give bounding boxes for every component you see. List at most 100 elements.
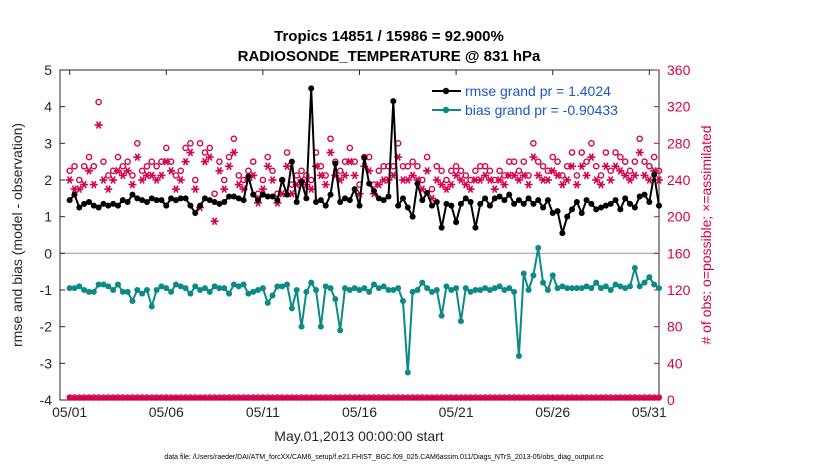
bias-point (467, 288, 474, 295)
y-right-tick-label: 120 (667, 282, 691, 298)
rmse-point (85, 199, 92, 205)
rmse-point (327, 191, 334, 198)
bottom-assimilated-point (405, 395, 411, 401)
assimilated-star-stroke (419, 185, 425, 194)
y-right-tick-label: 80 (667, 319, 683, 335)
rmse-point (201, 195, 208, 202)
bias-point (573, 285, 580, 292)
bottom-assimilated-point (448, 395, 454, 401)
assimilated-star-stroke (81, 180, 87, 189)
rmse-point (467, 199, 474, 205)
assimilated-star-stroke (511, 171, 517, 180)
rmse-point (274, 197, 281, 204)
possible-obs-point (80, 162, 88, 170)
possible-obs-point (211, 190, 218, 198)
possible-obs-point (148, 158, 156, 165)
rmse-point (293, 199, 300, 205)
y-tick-label: -2 (40, 319, 53, 335)
rmse-point (462, 195, 469, 202)
rmse-point (627, 200, 634, 207)
rmse-point (593, 206, 600, 213)
assimilated-star-stroke (525, 180, 532, 189)
assimilated-obs-point (109, 176, 118, 184)
bottom-assimilated-point (158, 395, 165, 401)
assimilated-star-stroke (472, 176, 479, 184)
rmse-point (245, 173, 252, 180)
assimilated-obs-point (225, 162, 234, 171)
chart-title-line1: Tropics 14851 / 15986 = 92.900% (274, 28, 504, 45)
possible-obs-point (346, 144, 354, 152)
bias-point (627, 283, 634, 290)
assimilated-star-stroke (66, 176, 73, 184)
bias-point (646, 274, 653, 281)
possible-obs-point (457, 167, 465, 175)
rmse-point (269, 193, 276, 200)
bias-point (530, 272, 537, 279)
assimilated-star-stroke (632, 171, 638, 180)
rmse-point (370, 188, 377, 194)
rmse-point (76, 204, 83, 211)
bias-point (622, 285, 629, 292)
rmse-point (569, 206, 576, 213)
y-right-tick-label: 280 (667, 135, 691, 151)
possible-obs-point (496, 167, 503, 175)
rmse-point (448, 202, 455, 209)
bottom-assimilated-point (564, 395, 570, 401)
possible-obs-point (196, 140, 204, 147)
assimilated-obs-point (234, 180, 243, 189)
bias-point (255, 287, 262, 293)
assimilated-obs-point (186, 148, 195, 157)
rmse-point (656, 202, 662, 209)
possible-obs-point (655, 167, 663, 175)
bottom-assimilated-point (100, 395, 107, 401)
bias-point (158, 283, 165, 290)
possible-obs-point (486, 167, 494, 175)
possible-obs-point (235, 172, 243, 179)
bottom-assimilated-point (178, 395, 184, 401)
bottom-assimilated-point (356, 395, 363, 401)
possible-obs-point (433, 162, 441, 170)
bias-point (332, 296, 339, 303)
assimilated-star-stroke (139, 176, 145, 184)
possible-obs-point (510, 158, 518, 165)
bottom-assimilated-point (182, 395, 189, 401)
assimilated-obs-point (157, 171, 166, 180)
rmse-point (525, 195, 532, 202)
rmse-point (187, 202, 194, 209)
assimilated-star-stroke (105, 185, 111, 194)
assimilated-star-stroke (627, 176, 633, 184)
assimilated-star-stroke (110, 176, 116, 184)
assimilated-star-stroke (236, 180, 242, 189)
assimilated-obs-point (128, 180, 137, 189)
y-right-tick-label: 40 (667, 355, 683, 371)
possible-obs-point (220, 176, 228, 184)
bottom-assimilated-point (226, 395, 232, 401)
bias-point (385, 287, 392, 293)
bottom-assimilated-point (376, 395, 382, 401)
bias-point (506, 285, 513, 292)
x-tick-label: 05/11 (246, 404, 280, 420)
assimilated-obs-point (534, 171, 543, 180)
bias-point (119, 288, 126, 295)
assimilated-obs-point (94, 121, 103, 129)
possible-obs-point (162, 144, 170, 152)
assimilated-obs-point (123, 166, 132, 175)
rmse-point (428, 202, 435, 209)
bias-point (110, 287, 117, 293)
bias-point (143, 287, 150, 293)
possible-obs-point (646, 162, 653, 170)
bias-point (192, 283, 199, 290)
assimilated-star-stroke (545, 176, 551, 184)
assimilated-star-stroke (265, 162, 271, 171)
bottom-assimilated-point (76, 395, 82, 401)
rmse-point (230, 193, 237, 200)
bias-point (182, 285, 189, 292)
assimilated-obs-point (210, 217, 219, 226)
possible-obs-point (264, 153, 272, 161)
bottom-assimilated-point (274, 395, 280, 401)
possible-obs-point (85, 153, 93, 161)
bottom-assimilated-point (588, 395, 594, 401)
bottom-assimilated-point (583, 395, 590, 401)
bias-point (457, 318, 464, 325)
rmse-point (95, 204, 102, 211)
